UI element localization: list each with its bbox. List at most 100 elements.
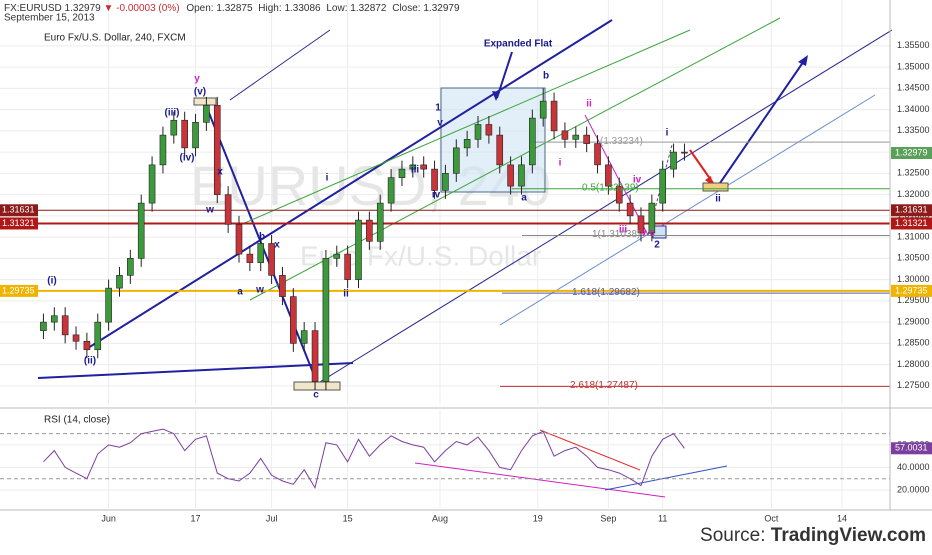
candle-body — [670, 151, 677, 170]
y-tick-label: 1.31000 — [897, 231, 930, 241]
symbol: FX:EURUSD 1.32979 — [4, 3, 101, 14]
drawings — [37, 17, 893, 498]
rsi-line — [414, 462, 666, 498]
marks — [0, 88, 890, 490]
candle-body — [420, 164, 427, 170]
rsi-line — [43, 428, 685, 490]
candle-body — [626, 202, 634, 217]
header: FX:EURUSD 1.32979 ▼ -0.00003 (0%) Open: … — [4, 3, 460, 14]
x-tick-label: 11 — [658, 513, 667, 523]
value: 1.32875 — [216, 3, 253, 14]
candle-body — [94, 321, 102, 351]
candle-body — [83, 340, 91, 351]
y-tick-label: 20.0000 — [897, 484, 930, 494]
candle-body — [290, 296, 297, 344]
x-tick-label: 19 — [533, 513, 543, 523]
candle-body — [594, 143, 601, 166]
wave-label: ii — [586, 99, 592, 110]
wave-label: y — [194, 74, 200, 85]
wave-label: (i) — [47, 276, 56, 287]
level-tag — [891, 284, 932, 297]
candle-body — [257, 243, 265, 263]
y-tick-label: 1.29000 — [897, 316, 930, 326]
chart-title: Euro Fx/U.S. Dollar, 240, FXCM — [44, 33, 186, 44]
arrow-head — [492, 91, 500, 101]
candle-body — [605, 164, 612, 187]
candle-body — [127, 258, 134, 276]
candle-body — [40, 321, 47, 331]
watermark-sub: Euro Fx/U.S. Dollar — [300, 240, 541, 271]
wave-label: 1 — [435, 103, 441, 114]
candle-body — [116, 275, 123, 289]
candle-body — [431, 168, 438, 191]
wave-label: ii — [343, 289, 349, 300]
candle-body — [300, 330, 308, 344]
y-tick-label: 1.34500 — [897, 83, 930, 93]
candle-body — [246, 253, 254, 263]
x-tick-label: Oct — [764, 513, 779, 523]
wave-label: (iii) — [165, 108, 180, 119]
channel-line — [229, 29, 331, 101]
arrow-head — [798, 55, 808, 66]
x-tick-label: Jul — [266, 513, 278, 523]
y-tick-label: 1.29500 — [897, 295, 930, 305]
candle-body — [311, 330, 319, 382]
wave-label: iii — [411, 165, 420, 176]
candle-body — [268, 243, 275, 276]
wave-label: ii — [715, 194, 721, 205]
candle-body — [50, 315, 58, 323]
candle-body — [376, 202, 384, 242]
y-tick-label: 1.32500 — [897, 168, 930, 178]
wave-label: w — [205, 205, 214, 216]
candle-body — [518, 164, 525, 187]
wave-label: i — [326, 173, 329, 184]
wave-label: v — [437, 118, 443, 129]
wave-label: v c — [641, 228, 655, 239]
candle-body — [442, 173, 449, 191]
candle-body — [72, 334, 80, 342]
label: High: — [258, 3, 281, 14]
rsi-line — [539, 429, 641, 471]
label: Open: — [186, 3, 213, 14]
y-tick-label: 40.0000 — [897, 462, 930, 472]
level-label: 1.29735 — [2, 285, 35, 295]
candle-body — [550, 100, 558, 132]
level-tag — [891, 147, 932, 160]
x-tick-label: Aug — [432, 513, 448, 523]
wave-label: b — [543, 71, 549, 82]
candle-body — [409, 164, 417, 170]
wave-label: x — [217, 167, 223, 178]
candle-body — [572, 134, 580, 140]
flat-box — [440, 87, 546, 193]
wave-label: w — [255, 285, 264, 296]
rsi-title: RSI (14, close) — [44, 415, 110, 426]
y-tick-label: 1.30000 — [897, 274, 930, 284]
candle-body — [366, 219, 373, 242]
fib-label: 1(1.31038) — [592, 229, 640, 240]
wave-line — [584, 114, 649, 236]
candle-body — [137, 202, 145, 259]
candle-body — [485, 124, 493, 136]
candle-body — [561, 130, 569, 140]
date: September 15, 2013 — [4, 13, 95, 24]
candle-body — [159, 134, 167, 166]
candle-body — [507, 164, 514, 187]
wave-label: 2 — [654, 240, 660, 251]
candle-body — [452, 147, 460, 174]
label: Low: — [326, 3, 347, 14]
level-label: 1.31631 — [895, 205, 928, 215]
value: 1.32872 — [350, 3, 387, 14]
wave-label: a — [521, 193, 527, 204]
level-label: 1.31321 — [895, 218, 928, 228]
candle-body — [344, 253, 351, 280]
candle-body — [583, 134, 590, 144]
value: 1.32979 — [423, 3, 460, 14]
target-box — [193, 97, 217, 106]
level-label: 1.29735 — [895, 285, 928, 295]
candle-body — [148, 164, 156, 204]
candle-body — [203, 105, 210, 123]
channel-line — [239, 29, 691, 226]
x-tick-label: 17 — [191, 513, 201, 523]
fib-label: 0.5(1.32139) — [582, 182, 639, 193]
